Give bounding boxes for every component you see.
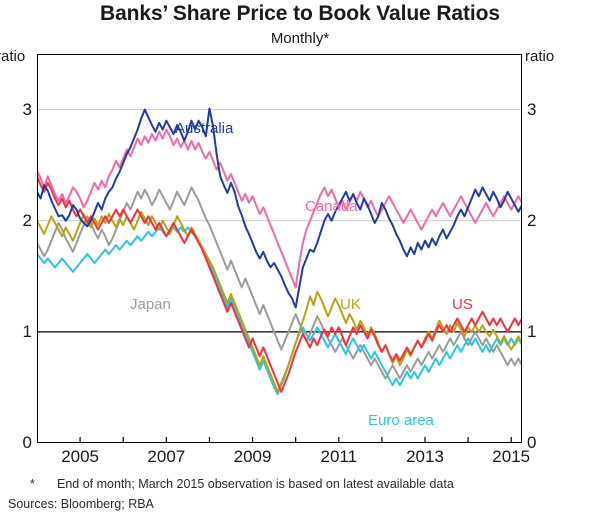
- sources-text: Sources: Bloomberg; RBA: [8, 497, 154, 511]
- y-tick-label-right-0: 0: [527, 433, 537, 452]
- series-label-japan: Japan: [130, 296, 171, 313]
- x-tick-label-2015: 2015: [492, 447, 531, 466]
- series-line-australia: [37, 107, 522, 309]
- series-label-australia: Australia: [175, 120, 234, 137]
- series-line-uk: [37, 210, 522, 393]
- y-tick-label-right-2: 2: [527, 210, 537, 230]
- series-canvas: [37, 107, 522, 443]
- footnote-text: End of month; March 2015 observation is …: [57, 477, 454, 491]
- y-tick-label-left-2: 2: [22, 210, 32, 230]
- y-tick-label-right-3: 3: [527, 99, 537, 119]
- x-tick-label-2009: 2009: [233, 447, 272, 466]
- x-tick-label-2007: 2007: [147, 447, 186, 466]
- series-label-canada: Canada: [305, 198, 358, 215]
- chart-subtitle: Monthly*: [270, 30, 330, 47]
- y-tick-label-left-1: 1: [22, 321, 32, 341]
- plot-frame: [37, 54, 522, 443]
- footnote-marker: *: [30, 477, 35, 491]
- series-label-us: US: [452, 296, 473, 313]
- y-tick-label-left-0: 0: [22, 433, 32, 452]
- x-tick-label-2011: 2011: [320, 447, 358, 466]
- plot-area: [37, 54, 522, 443]
- x-tick-label-2013: 2013: [406, 447, 444, 466]
- y-tick-label-right-1: 1: [527, 321, 537, 341]
- y-axis-unit-left: ratio: [0, 48, 26, 65]
- y-axis-unit-right: ratio: [525, 48, 555, 65]
- series-line-japan: [37, 186, 522, 380]
- series-line-us: [37, 175, 522, 393]
- series-label-euro-area: Euro area: [368, 412, 434, 429]
- chart-title: Banks’ Share Price to Book Value Ratios: [100, 2, 500, 25]
- x-tick-label-2005: 2005: [61, 447, 100, 466]
- series-label-uk: UK: [340, 296, 361, 313]
- y-tick-label-left-3: 3: [22, 99, 32, 119]
